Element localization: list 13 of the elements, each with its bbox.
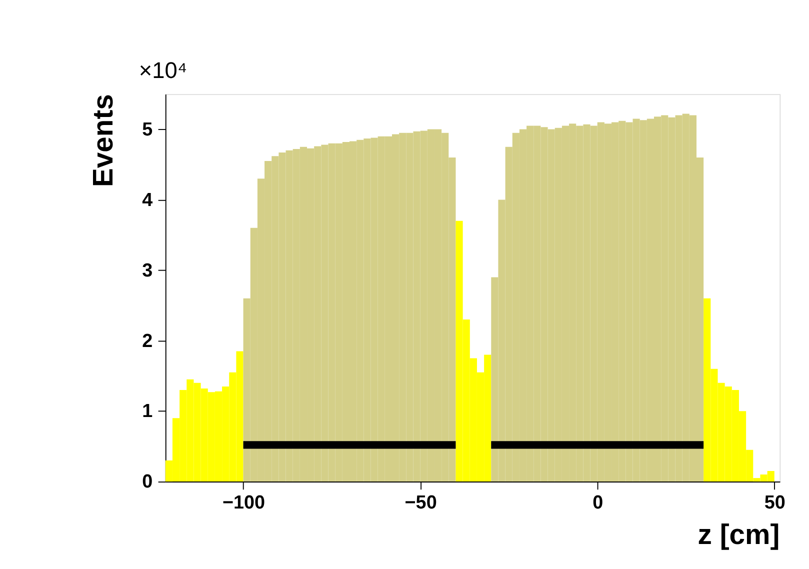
y-tick-label: 2 — [142, 330, 153, 352]
y-axis-title: Events — [87, 94, 120, 188]
y-tick-label: 5 — [142, 119, 153, 140]
x-tick-label: −50 — [404, 492, 437, 514]
y-tick-label: 4 — [142, 190, 154, 211]
y-tick-label: 0 — [142, 472, 153, 493]
x-tick-label: 50 — [764, 492, 786, 514]
x-tick-label: 0 — [592, 492, 604, 514]
x-tick-label: −100 — [222, 492, 266, 514]
text: ×10⁴ — [138, 57, 188, 83]
x-axis-title: z [cm] — [698, 518, 780, 551]
y-tick-label: 3 — [142, 260, 153, 282]
y-tick-label: 1 — [142, 401, 153, 422]
